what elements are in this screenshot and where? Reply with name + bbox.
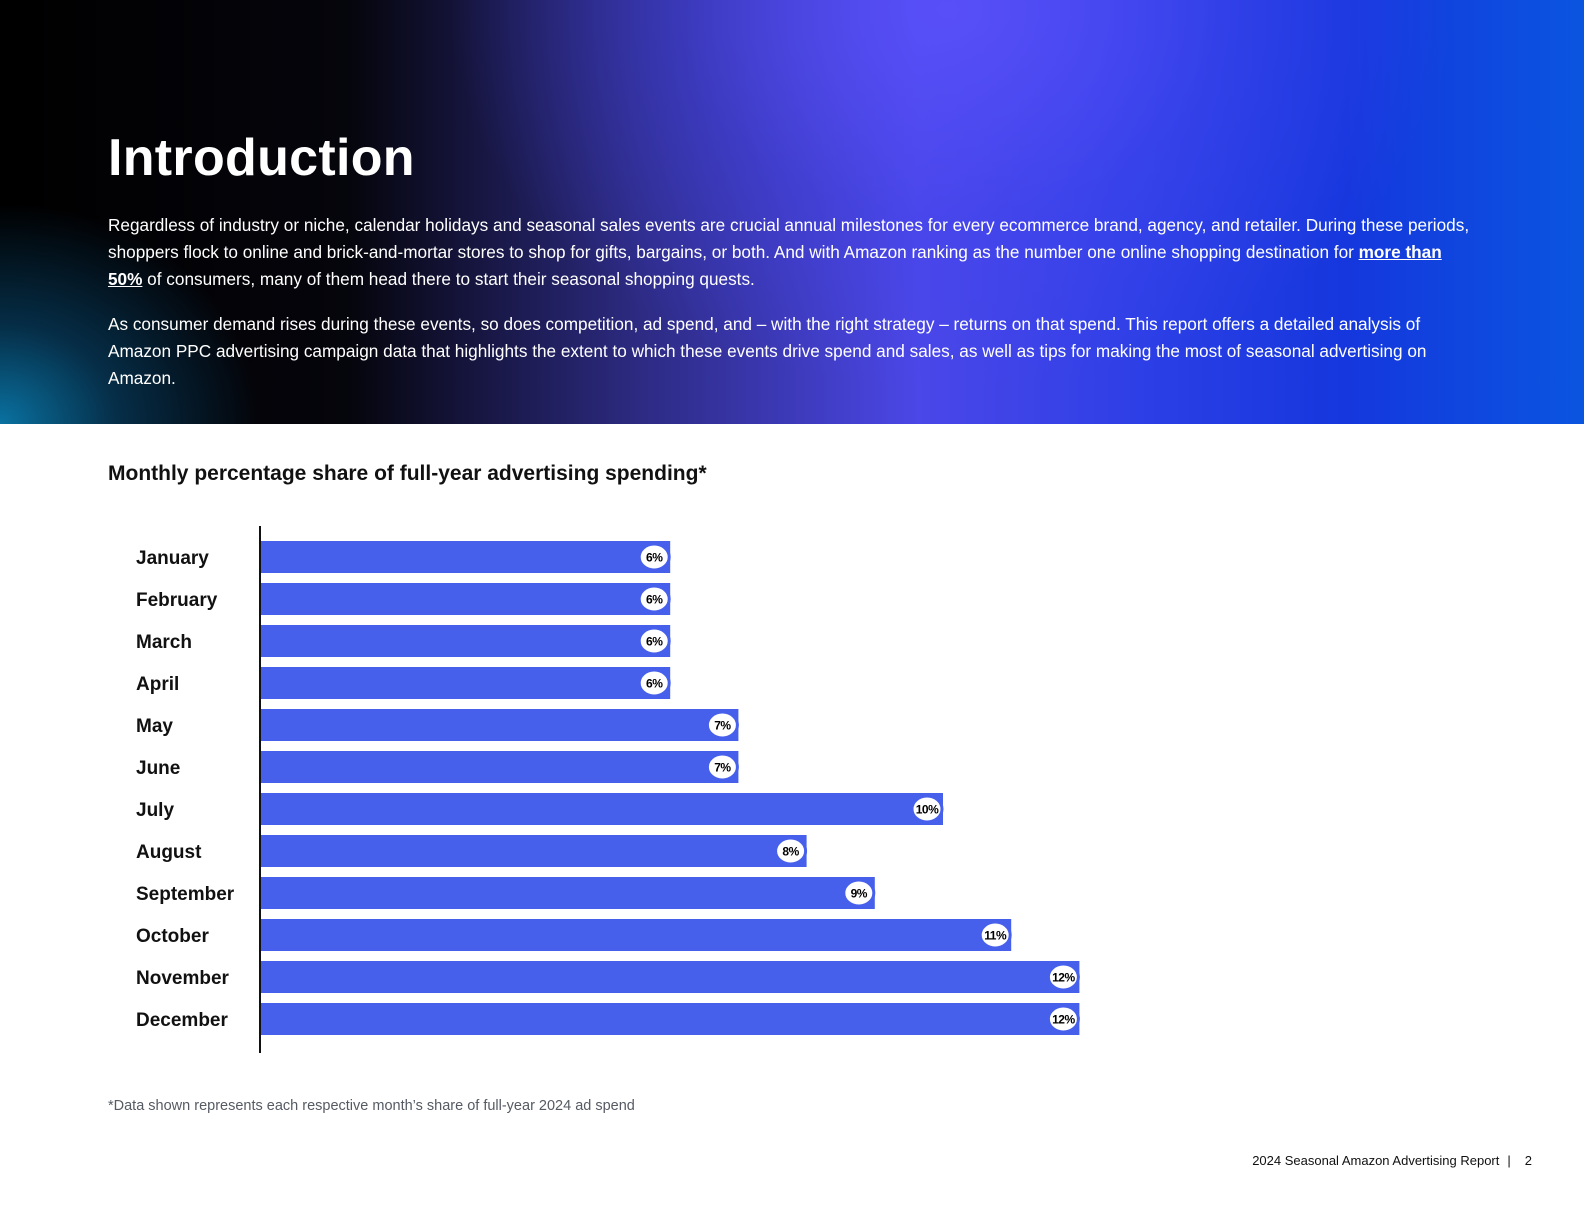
- category-label-november: November: [136, 968, 230, 989]
- value-label-december: 12%: [1052, 1013, 1075, 1027]
- bar-august: [261, 835, 807, 867]
- value-badge-april: [637, 668, 671, 698]
- value-label-november: 12%: [1052, 971, 1075, 985]
- bar-july: [261, 793, 943, 825]
- category-label-may: May: [136, 716, 173, 737]
- footer-separator: |: [1507, 1153, 1511, 1168]
- value-badge-january: [637, 542, 671, 572]
- value-label-october: 11%: [984, 929, 1007, 943]
- intro-paragraph-1-start: Regardless of industry or niche, calenda…: [108, 215, 1470, 262]
- hero-banner: Introduction Regardless of industry or n…: [0, 0, 1584, 424]
- value-label-june: 7%: [714, 761, 731, 775]
- value-badge-march: [637, 626, 671, 656]
- value-badge-february: [637, 584, 671, 614]
- category-label-june: June: [136, 758, 180, 779]
- category-label-october: October: [136, 926, 209, 947]
- bar-february: [261, 583, 671, 615]
- intro-paragraph-2: As consumer demand rises during these ev…: [108, 314, 1427, 388]
- category-label-july: July: [136, 800, 174, 821]
- value-badge-july: [910, 794, 944, 824]
- value-label-march: 6%: [646, 635, 663, 649]
- value-label-january: 6%: [646, 551, 663, 565]
- value-badge-may: [705, 710, 739, 740]
- category-label-february: February: [136, 590, 218, 611]
- value-label-february: 6%: [646, 593, 663, 607]
- value-badge-november: [1046, 962, 1080, 992]
- category-label-march: March: [136, 632, 192, 653]
- bar-january: [261, 541, 671, 573]
- chart-footnote: *Data shown represents each respective m…: [108, 1098, 635, 1114]
- bar-april: [261, 667, 671, 699]
- page-title: Introduction: [108, 129, 415, 187]
- value-badge-august: [774, 836, 808, 866]
- value-badge-december: [1046, 1004, 1080, 1034]
- bar-june: [261, 751, 739, 783]
- page-number: 2: [1524, 1153, 1532, 1168]
- value-label-august: 8%: [782, 845, 799, 859]
- bar-september: [261, 877, 875, 909]
- more-than-50-link[interactable]: more than 50%: [108, 241, 1442, 289]
- report-name: 2024 Seasonal Amazon Advertising Report: [1252, 1153, 1500, 1168]
- value-label-september: 9%: [851, 887, 868, 901]
- intro-paragraph-1: Regardless of industry or niche, calenda…: [108, 212, 1478, 292]
- category-label-april: April: [136, 674, 179, 695]
- bar-may: [261, 709, 739, 741]
- value-badge-october: [978, 920, 1012, 950]
- category-label-september: September: [136, 884, 235, 905]
- bar-december: [261, 1003, 1080, 1035]
- page-footer: 2024 Seasonal Amazon Advertising Report |…: [1252, 1153, 1532, 1168]
- value-label-july: 10%: [916, 803, 939, 817]
- value-label-april: 6%: [646, 677, 663, 691]
- value-badge-september: [842, 878, 876, 908]
- category-label-december: December: [136, 1010, 228, 1031]
- value-label-may: 7%: [714, 719, 731, 733]
- category-label-january: January: [136, 548, 209, 569]
- chart-title: Monthly percentage share of full-year ad…: [108, 462, 707, 485]
- bar-november: [261, 961, 1080, 993]
- bar-march: [261, 625, 671, 657]
- intro-paragraph-1-end: of consumers, many of them head there to…: [142, 268, 755, 289]
- bar-october: [261, 919, 1012, 951]
- value-badge-june: [705, 752, 739, 782]
- category-label-august: August: [136, 842, 202, 863]
